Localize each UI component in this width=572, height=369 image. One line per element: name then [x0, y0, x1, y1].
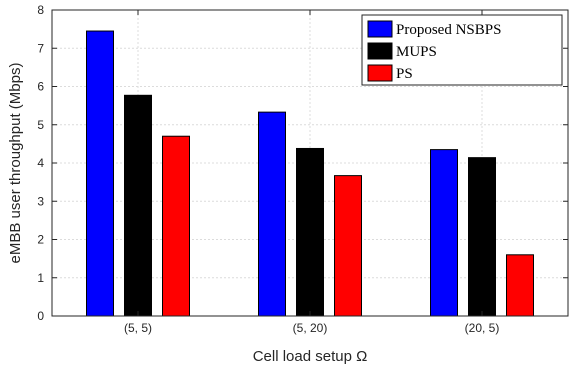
y-tick-label: 7 — [37, 41, 44, 55]
y-tick-label: 0 — [37, 309, 44, 323]
y-axis-label: eMBB user throughput (Mbps) — [7, 63, 24, 264]
bar-proposed-nsbps-0 — [86, 30, 114, 317]
legend-swatch — [367, 42, 393, 60]
bar-ps-0 — [162, 135, 190, 317]
legend-label: Proposed NSBPS — [396, 22, 501, 38]
y-tick-label: 8 — [37, 3, 44, 17]
bar-ps-1 — [334, 175, 362, 317]
y-tick-label: 3 — [37, 194, 44, 208]
bar-proposed-nsbps-2 — [430, 149, 458, 317]
y-tick-label: 1 — [37, 271, 44, 285]
bars — [86, 30, 534, 317]
legend-swatch — [367, 64, 393, 82]
bar-ps-2 — [506, 254, 534, 317]
bar-mups-1 — [296, 147, 324, 317]
x-axis-label: Cell load setup Ω — [253, 348, 368, 365]
bar-mups-0 — [124, 94, 152, 317]
bar-proposed-nsbps-1 — [258, 111, 286, 317]
x-tick-label: (5, 20) — [293, 321, 328, 335]
y-tick-label: 4 — [37, 156, 44, 170]
x-tick-label: (5, 5) — [124, 321, 152, 335]
axis-ticks: 0 1 2 3 4 5 6 7 8 (5, 5) (5, 20) (20, 5) — [37, 3, 568, 335]
legend-label: MUPS — [396, 44, 437, 60]
legend-swatch — [367, 20, 393, 38]
x-tick-label: (20, 5) — [465, 321, 500, 335]
legend: Proposed NSBPS MUPS PS — [361, 14, 563, 86]
legend-label: PS — [396, 66, 413, 82]
y-tick-label: 6 — [37, 80, 44, 94]
y-tick-label: 2 — [37, 233, 44, 247]
bar-mups-2 — [468, 157, 496, 317]
y-tick-label: 5 — [37, 118, 44, 132]
legend-box — [361, 14, 563, 86]
